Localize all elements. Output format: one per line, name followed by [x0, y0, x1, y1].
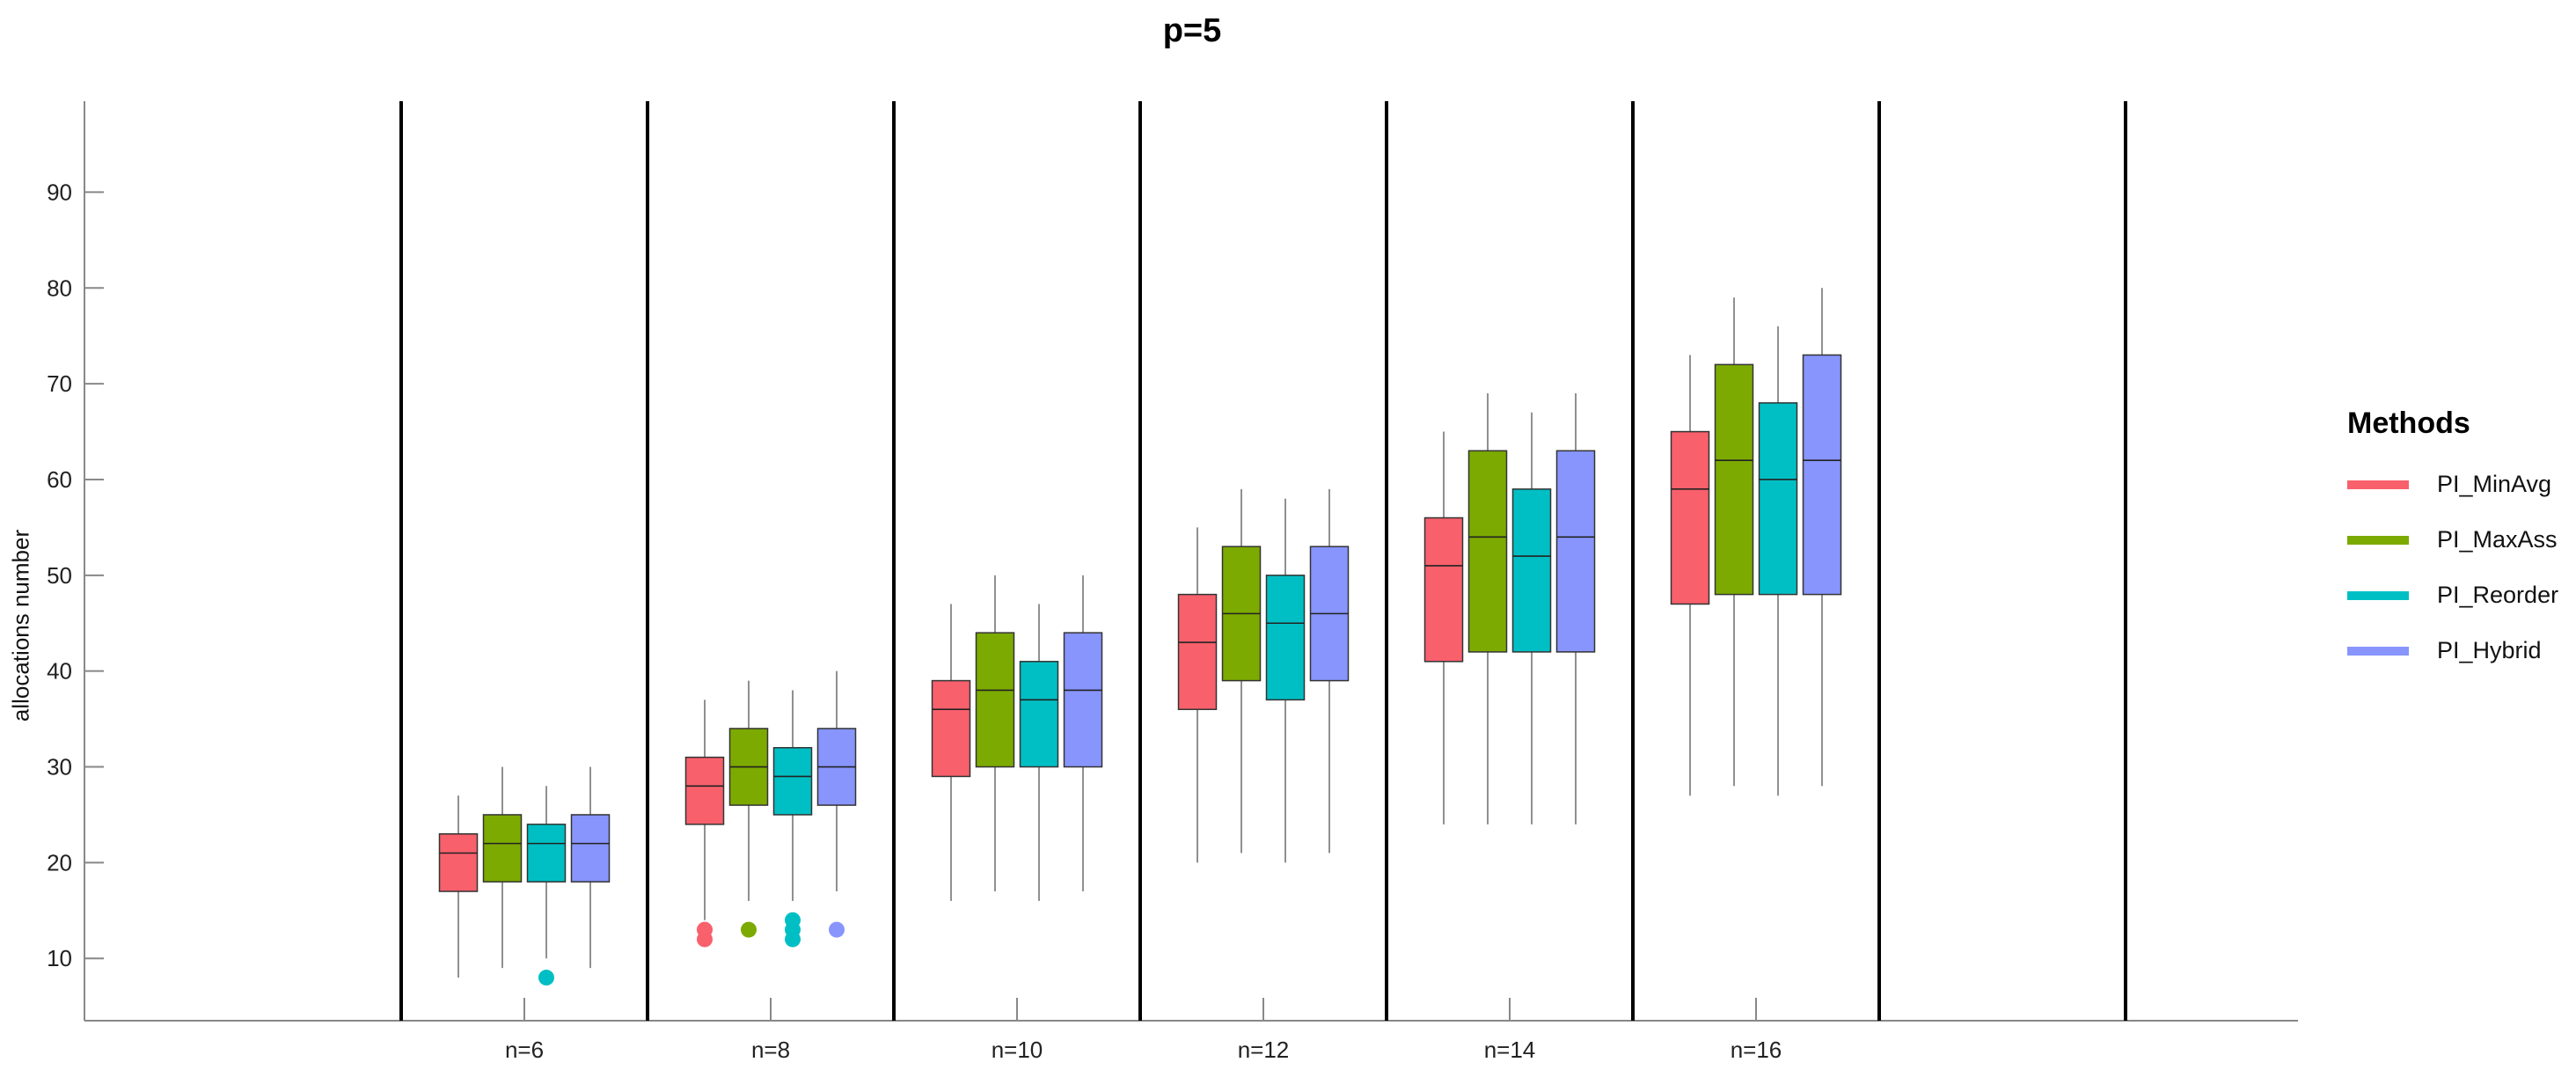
box-pi-maxass — [1467, 450, 1508, 653]
outlier-point — [829, 921, 845, 938]
legend: Methods PI_MinAvg PI_MaxAss PI_Reorder P… — [2347, 407, 2558, 678]
outlier-point — [741, 921, 757, 938]
x-tick-label: n=14 — [1484, 1037, 1536, 1063]
legend-swatch — [2347, 535, 2409, 545]
legend-item: PI_MaxAss — [2347, 512, 2558, 568]
x-tick-label: n=8 — [751, 1037, 790, 1063]
legend-swatch — [2347, 646, 2409, 656]
y-tick-label: 20 — [47, 849, 72, 876]
box-pi-minavg — [931, 679, 971, 778]
outlier-point — [538, 970, 554, 986]
box-pi-reorder — [1265, 575, 1306, 701]
legend-label: PI_MinAvg — [2437, 471, 2552, 497]
chart-title: p=5 — [1162, 12, 1222, 49]
y-tick-label: 30 — [47, 754, 72, 780]
legend-item: PI_Hybrid — [2347, 623, 2558, 678]
x-tick-label: n=10 — [992, 1037, 1043, 1063]
box-pi-minavg — [438, 832, 479, 892]
box-pi-hybrid — [1802, 354, 1842, 596]
legend-swatch — [2347, 480, 2409, 489]
y-tick-label: 60 — [47, 466, 72, 493]
legend-title: Methods — [2347, 407, 2470, 440]
x-tick-label: n=6 — [505, 1037, 544, 1063]
box-pi-minavg — [1670, 430, 1710, 605]
box-pi-maxass — [482, 814, 523, 883]
box-pi-maxass — [1714, 363, 1754, 596]
box-pi-hybrid — [570, 814, 611, 883]
box-pi-minavg — [684, 756, 725, 825]
box-pi-reorder — [1019, 661, 1059, 768]
y-tick-label: 90 — [47, 179, 72, 205]
box-pi-minavg — [1177, 593, 1218, 710]
box-pi-reorder — [772, 747, 813, 816]
legend-label: PI_Hybrid — [2437, 637, 2542, 663]
legend-label: PI_MaxAss — [2437, 526, 2558, 553]
y-tick-label: 10 — [47, 945, 72, 971]
x-tick-label: n=16 — [1731, 1037, 1782, 1063]
legend-label: PI_Reorder — [2437, 582, 2559, 608]
legend-swatch — [2347, 590, 2409, 600]
box-pi-reorder — [1758, 402, 1798, 596]
outlier-point — [785, 912, 801, 928]
y-tick-label: 80 — [47, 275, 72, 301]
box-pi-minavg — [1423, 517, 1464, 663]
y-tick-label: 70 — [47, 370, 72, 397]
box-pi-maxass — [975, 632, 1015, 768]
legend-item: PI_MinAvg — [2347, 457, 2558, 512]
y-tick-label: 50 — [47, 562, 72, 589]
outlier-point — [697, 921, 713, 938]
legend-item: PI_Reorder — [2347, 568, 2558, 623]
box-pi-hybrid — [1063, 632, 1103, 768]
x-tick-label: n=12 — [1238, 1037, 1290, 1063]
box-pi-reorder — [1511, 488, 1552, 653]
y-tick-label: 40 — [47, 658, 72, 685]
box-pi-hybrid — [1555, 450, 1596, 653]
box-pi-reorder — [526, 824, 567, 883]
